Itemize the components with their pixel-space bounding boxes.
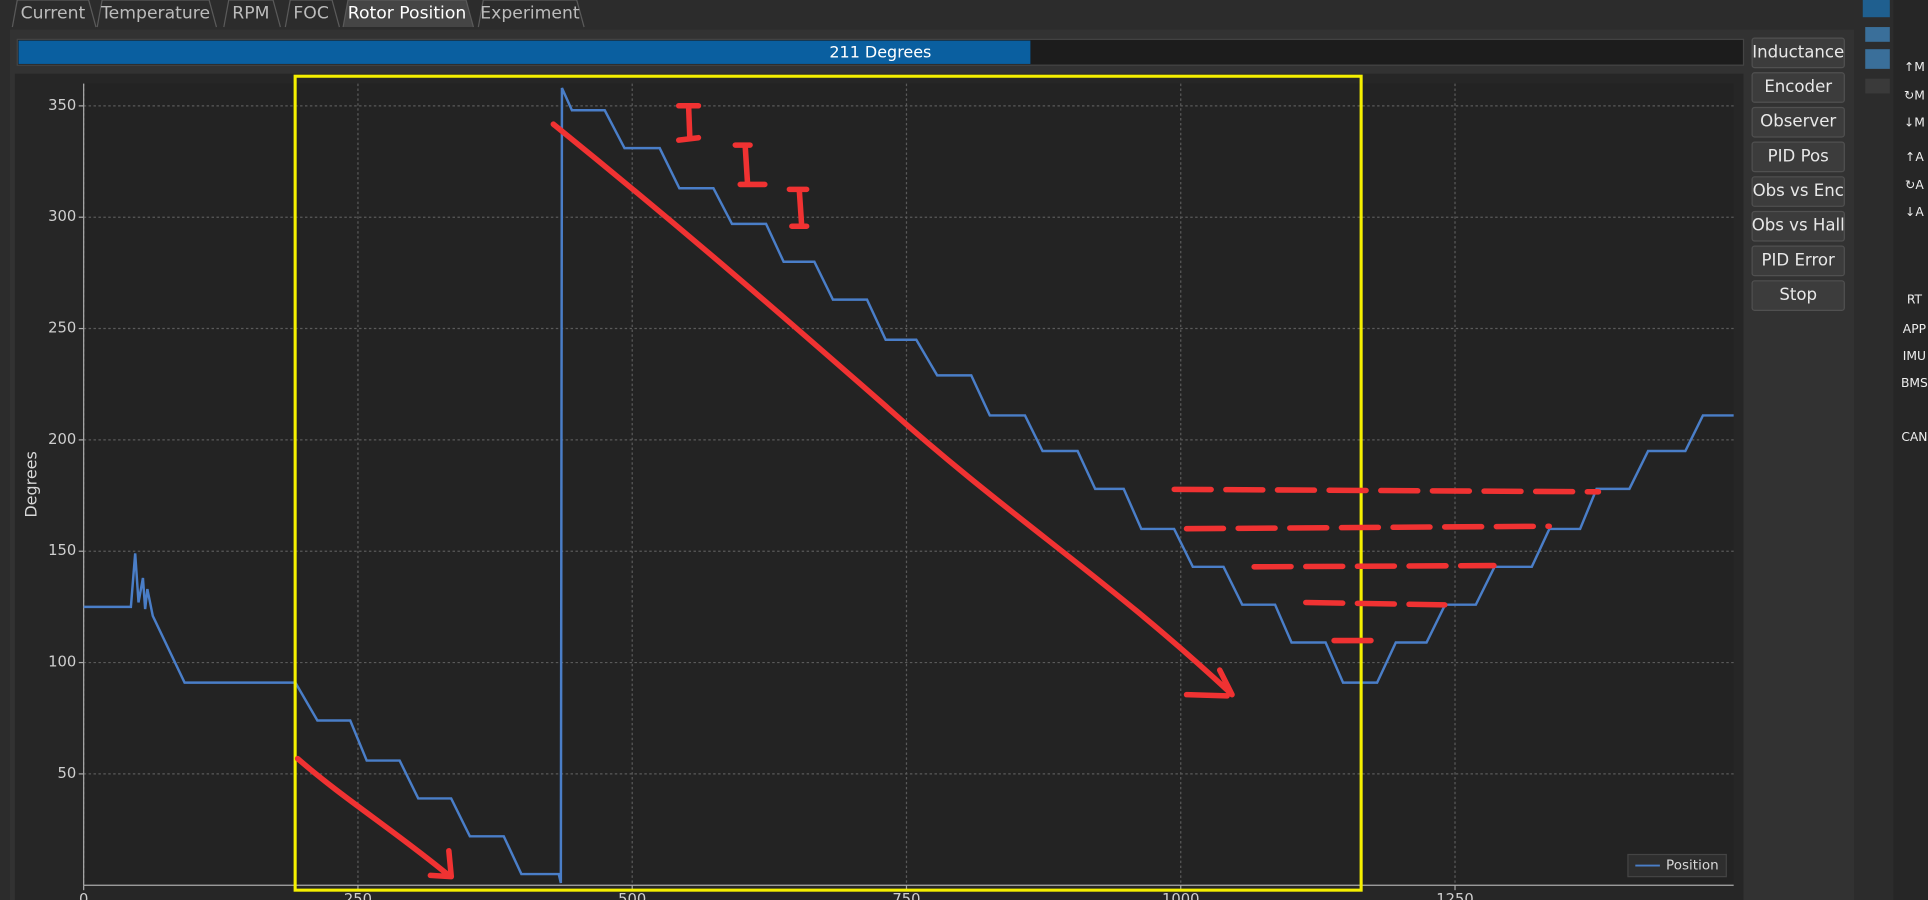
- y-tick-label: 150: [48, 542, 76, 559]
- y-tick-label: 250: [48, 320, 76, 337]
- y-axis-label: Degrees: [22, 451, 41, 517]
- button[interactable]: [1751, 210, 1845, 242]
- button[interactable]: [1751, 106, 1845, 138]
- progress-fill: [18, 40, 1031, 64]
- button-label[interactable]: Observer: [1760, 112, 1836, 131]
- button-label[interactable]: Inductance: [1752, 42, 1844, 61]
- x-tick-label: 1250: [1436, 891, 1474, 900]
- dashes: [1171, 486, 1602, 644]
- legend-label: Position: [1666, 858, 1719, 874]
- y-tick-label: 300: [48, 208, 76, 225]
- tab[interactable]: [223, 0, 281, 28]
- y-tick-label: 100: [48, 654, 76, 671]
- series-line: [83, 87, 1734, 884]
- sidebar-icon[interactable]: APP: [1903, 322, 1926, 336]
- x-tick-label: 500: [618, 891, 646, 900]
- button-label[interactable]: Stop: [1779, 285, 1817, 304]
- tab[interactable]: [342, 0, 475, 28]
- plot-area: [83, 83, 1734, 886]
- tab[interactable]: [284, 0, 341, 28]
- arrow: [294, 755, 455, 880]
- tab-label[interactable]: Temperature: [100, 4, 210, 24]
- icon[interactable]: [1862, 0, 1890, 18]
- tab[interactable]: [11, 0, 97, 28]
- button[interactable]: [1751, 72, 1845, 103]
- sidebar-icon[interactable]: ↓M: [1904, 115, 1925, 129]
- sidebar-icon[interactable]: CAN: [1901, 430, 1927, 444]
- tab-label[interactable]: Current: [21, 4, 86, 24]
- icon[interactable]: [1865, 78, 1890, 94]
- x-tick-label: 0: [79, 891, 88, 900]
- icon[interactable]: [1865, 27, 1890, 42]
- sidebar-icon[interactable]: IMU: [1903, 349, 1926, 363]
- y-tick-label: 200: [48, 431, 76, 448]
- tab-label[interactable]: Experiment: [480, 4, 580, 24]
- sidebar-icon[interactable]: ↑M: [1904, 60, 1925, 74]
- button-label[interactable]: PID Pos: [1768, 146, 1829, 165]
- tab[interactable]: [477, 0, 585, 28]
- button-label[interactable]: Encoder: [1764, 77, 1832, 96]
- sidebar-icon[interactable]: ↻M: [1904, 88, 1925, 102]
- button[interactable]: [1751, 280, 1845, 311]
- sidebar-icon[interactable]: ↑A: [1905, 150, 1924, 164]
- progress-label: 211 Degrees: [829, 42, 931, 61]
- legend-box: [1627, 853, 1727, 878]
- tab-label[interactable]: FOC: [293, 4, 328, 24]
- tab[interactable]: [96, 0, 218, 28]
- y-tick-label: 350: [48, 97, 76, 114]
- sidebar-icon[interactable]: BMS: [1901, 376, 1928, 390]
- button[interactable]: [1751, 141, 1845, 173]
- annotations: [293, 74, 1602, 892]
- marks: [675, 102, 810, 229]
- button-label[interactable]: Obs vs Hall: [1752, 216, 1845, 235]
- sidebar-icon[interactable]: ↓A: [1905, 205, 1924, 219]
- x-tick-label: 750: [892, 891, 920, 900]
- sidebar-icon[interactable]: ↻A: [1905, 178, 1924, 192]
- arrow: [550, 121, 1235, 699]
- sidebar: [1893, 0, 1928, 900]
- button[interactable]: [1751, 245, 1845, 277]
- sidebar-icon[interactable]: RT: [1907, 293, 1923, 307]
- icon[interactable]: [1865, 49, 1890, 69]
- button-label[interactable]: PID Error: [1762, 250, 1836, 269]
- x-tick-label: 1000: [1162, 891, 1200, 900]
- highlight-box: [293, 74, 1363, 892]
- tab-label[interactable]: RPM: [232, 4, 269, 24]
- tab-label[interactable]: Rotor Position: [348, 4, 467, 24]
- button[interactable]: [1751, 176, 1845, 207]
- button-label[interactable]: Obs vs Enc: [1753, 181, 1844, 200]
- button[interactable]: [1751, 37, 1845, 69]
- plot: 50 100 150 200 250 300 350 0 250 500 750 1000 1250 Po…: [48, 83, 1734, 900]
- y-tick-label: 50: [58, 765, 77, 782]
- x-tick-label: 250: [344, 891, 372, 900]
